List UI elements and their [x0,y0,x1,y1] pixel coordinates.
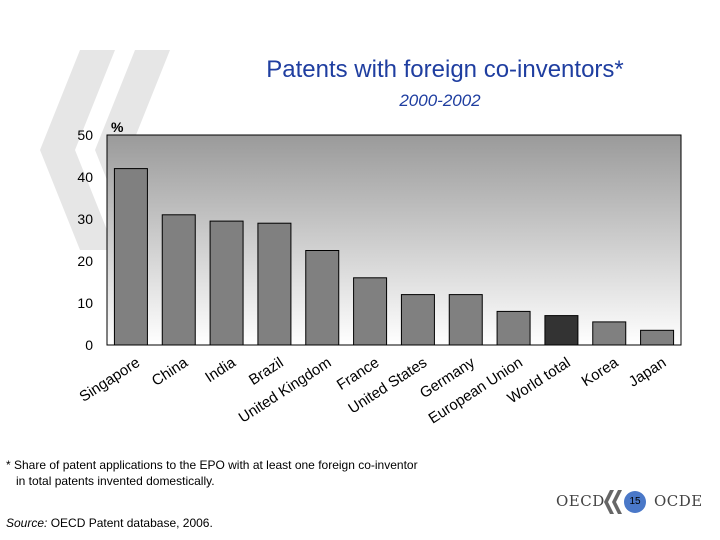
y-tick-label: 10 [77,295,93,311]
source-text: OECD Patent database, 2006. [50,516,213,530]
plot-area [106,134,682,346]
footnote-line-2: in total patents invented domestically. [16,474,215,488]
y-axis-label: % [111,119,124,135]
bar [257,222,292,346]
x-tick-label: Japan [626,354,670,391]
x-tick-label: Korea [579,354,622,390]
y-tick-label: 0 [85,337,93,353]
x-tick-label: China [149,354,192,390]
oecd-emblem-icon [604,490,622,514]
bar [353,277,388,346]
bar [448,294,483,346]
bar [113,168,148,346]
x-tick-label: United Kingdom [236,354,335,426]
bar [209,220,244,346]
bar [400,294,435,346]
y-tick-label: 30 [77,211,93,227]
footnote: * Share of patent applications to the EP… [6,457,526,489]
chart-subtitle: 2000-2002 [399,91,481,110]
oecd-logo: OECD 15 OCDE [556,488,706,518]
bar [161,214,196,346]
x-tick-label: India [202,354,239,386]
y-tick-label: 20 [77,253,93,269]
logo-ocde-text: OCDE [654,492,703,510]
page-number-badge: 15 [624,491,646,513]
bar [305,250,340,346]
source-note: Source: OECD Patent database, 2006. [6,515,213,531]
y-tick-label: 40 [77,169,93,185]
bar [496,310,531,346]
bar [592,321,627,346]
chart-title: Patents with foreign co-inventors* [266,56,624,83]
y-tick-label: 50 [77,127,93,143]
logo-oecd-text: OECD [556,492,605,510]
x-tick-label: Singapore [76,354,143,406]
source-label: Source: [6,516,48,530]
footnote-line-1: * Share of patent applications to the EP… [6,458,418,472]
bar [544,315,579,346]
bar [640,329,675,346]
